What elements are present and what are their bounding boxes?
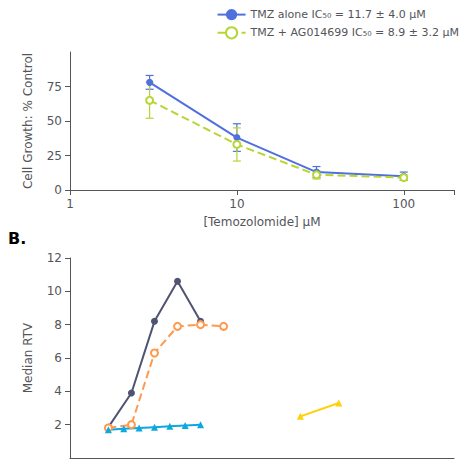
svg-text:8: 8	[54, 318, 62, 332]
svg-text:10: 10	[47, 284, 62, 298]
svg-text:0: 0	[54, 183, 62, 197]
svg-text:TMZ + AG014699 IC₅₀ = 8.9 ± 3.: TMZ + AG014699 IC₅₀ = 8.9 ± 3.2 μM	[250, 26, 459, 39]
svg-text:10: 10	[229, 197, 244, 211]
svg-text:B.: B.	[8, 229, 26, 248]
svg-text:Cell Growth: % Control: Cell Growth: % Control	[21, 53, 35, 189]
svg-text:25: 25	[47, 149, 62, 163]
svg-text:4: 4	[54, 384, 62, 398]
svg-text:TMZ alone IC₅₀ = 11.7 ± 4.0 μM: TMZ alone IC₅₀ = 11.7 ± 4.0 μM	[250, 8, 426, 21]
svg-text:2: 2	[54, 418, 62, 432]
svg-text:6: 6	[54, 351, 62, 365]
svg-text:12: 12	[47, 251, 62, 265]
svg-text:75: 75	[47, 80, 62, 94]
svg-text:50: 50	[47, 114, 62, 128]
svg-text:100: 100	[392, 197, 415, 211]
svg-text:[Temozolomide] μM: [Temozolomide] μM	[203, 215, 320, 229]
svg-text:1: 1	[66, 197, 74, 211]
svg-text:Median RTV: Median RTV	[21, 322, 35, 393]
